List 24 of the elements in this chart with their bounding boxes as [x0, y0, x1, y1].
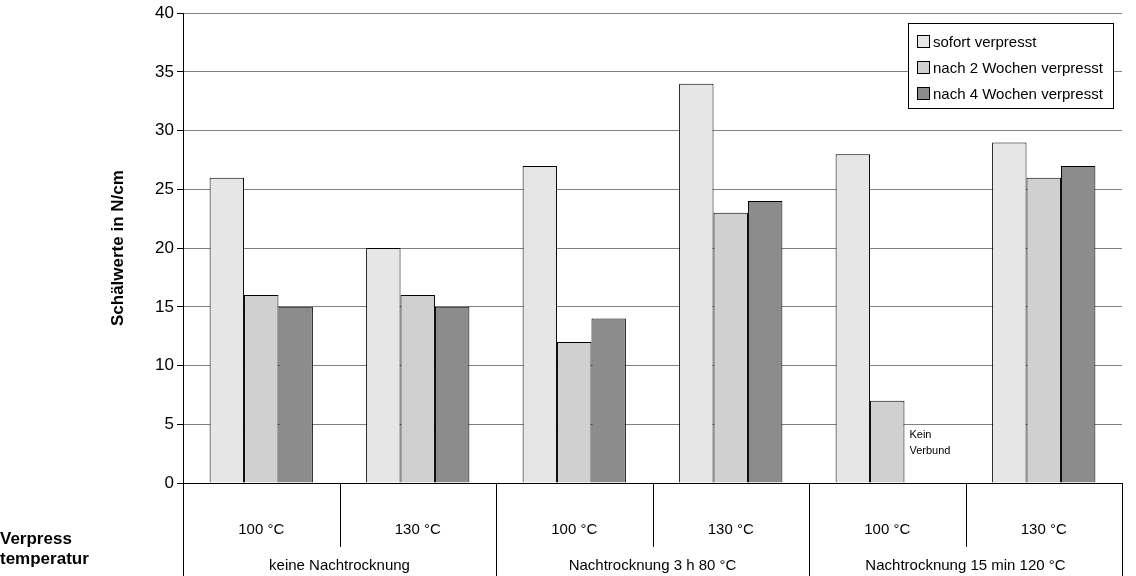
y-axis-title: Schälwerte in N/cm: [107, 170, 127, 327]
text: keine Nachtrocknung: [269, 556, 410, 574]
x-tick-label: 100 °C: [551, 520, 598, 538]
y-tick-label: 40: [155, 2, 174, 22]
y-tick-label: 5: [164, 413, 174, 433]
y-tick-label: 30: [155, 120, 174, 140]
x-tick-label: 130 °C: [394, 520, 441, 538]
x-tick-label: 130 °C: [1020, 520, 1067, 538]
legend-label: nach 4 Wochen verpresst: [933, 84, 1103, 102]
legend-label: nach 2 Wochen verpresst: [933, 58, 1103, 76]
x-tick-label: 100 °C: [238, 520, 285, 538]
x-axis-title: Verpress temperatur: [0, 528, 90, 568]
x-tick-label: 100 °C: [864, 520, 911, 538]
y-tick-label: 0: [164, 472, 174, 492]
y-tick-label: 25: [155, 179, 174, 199]
text: Nachtrocknung 3 h 80 °C: [568, 556, 737, 574]
y-tick-label: 10: [155, 355, 174, 375]
text: Nachtrocknung 15 min 120 °C: [865, 556, 1066, 574]
x-tick-label: 130 °C: [707, 520, 754, 538]
y-tick-label: 15: [155, 296, 174, 316]
legend-label: sofort verpresst: [933, 32, 1037, 50]
y-tick-label: 20: [155, 237, 174, 257]
text: Kein Verbund: [909, 428, 951, 457]
y-tick-label: 35: [155, 61, 174, 81]
